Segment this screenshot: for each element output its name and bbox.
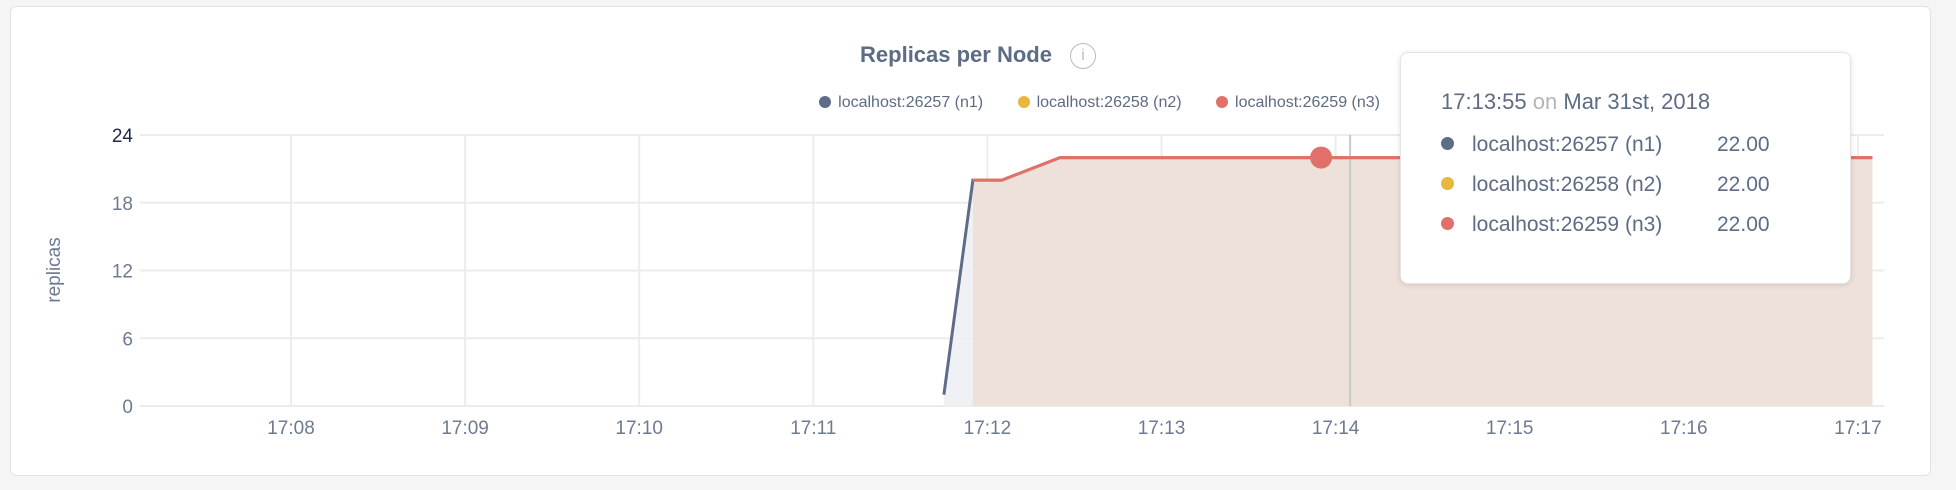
tooltip-header: 17:13:55 on Mar 31st, 2018 (1441, 89, 1850, 115)
tooltip-value: 22.00 (1717, 213, 1770, 236)
legend-label: localhost:26257 (n1) (838, 94, 984, 111)
y-axis-title: replicas (44, 237, 65, 302)
legend-label: localhost:26258 (n2) (1036, 94, 1182, 111)
tooltip-label: localhost:26259 (n3) (1472, 213, 1663, 236)
x-tick-label: 17:10 (615, 418, 663, 439)
x-tick-label: 17:13 (1138, 418, 1186, 439)
y-tick-label: 6 (122, 329, 133, 350)
chart-title-row: Replicas per Node i (0, 42, 1956, 69)
info-icon[interactable]: i (1069, 43, 1096, 69)
y-tick-label: 12 (112, 262, 133, 283)
legend: localhost:26257 (n1) localhost:26258 (n2… (789, 94, 1380, 112)
series-dot (1441, 177, 1454, 190)
y-tick-label: 18 (112, 194, 133, 215)
legend-label: localhost:26259 (n3) (1235, 94, 1380, 111)
y-tick-label: 24 (112, 126, 134, 147)
x-tick-label: 17:11 (790, 418, 836, 439)
x-tick-label: 17:12 (964, 418, 1012, 439)
legend-dot (819, 96, 832, 108)
tooltip-label: localhost:26258 (n2) (1472, 173, 1663, 196)
series-dot (1441, 217, 1454, 230)
tooltip-date: Mar 31st, 2018 (1563, 89, 1711, 114)
chart-title: Replicas per Node (860, 42, 1052, 67)
legend-item-n2[interactable]: localhost:26258 (n2) (1017, 94, 1182, 112)
tooltip-time: 17:13:55 (1441, 89, 1527, 114)
tooltip-row: localhost:26258 (n2) 22.00 (1441, 165, 1850, 205)
x-tick-label: 17:15 (1486, 418, 1534, 439)
tooltip-label: localhost:26257 (n1) (1472, 133, 1663, 156)
tooltip-on: on (1532, 89, 1558, 114)
tooltip-row: localhost:26257 (n1) 22.00 (1441, 125, 1850, 165)
tooltip-row: localhost:26259 (n3) 22.00 (1441, 205, 1850, 245)
tooltip-value: 22.00 (1717, 133, 1770, 156)
series-dot (1441, 137, 1454, 150)
x-tick-label: 17:08 (267, 418, 315, 439)
legend-dot (1017, 96, 1030, 108)
hover-tooltip: 17:13:55 on Mar 31st, 2018 localhost:262… (1400, 52, 1851, 284)
x-tick-label: 17:09 (441, 418, 489, 439)
legend-item-n1[interactable]: localhost:26257 (n1) (819, 94, 983, 112)
y-tick-label: 0 (122, 397, 133, 418)
x-tick-label: 17:14 (1312, 418, 1360, 439)
x-tick-label: 17:17 (1834, 418, 1882, 439)
x-tick-label: 17:16 (1660, 418, 1708, 439)
legend-dot (1216, 96, 1229, 108)
tooltip-value: 22.00 (1717, 173, 1770, 196)
legend-item-n3[interactable]: localhost:26259 (n3) (1216, 94, 1380, 112)
hover-point (1310, 146, 1333, 169)
